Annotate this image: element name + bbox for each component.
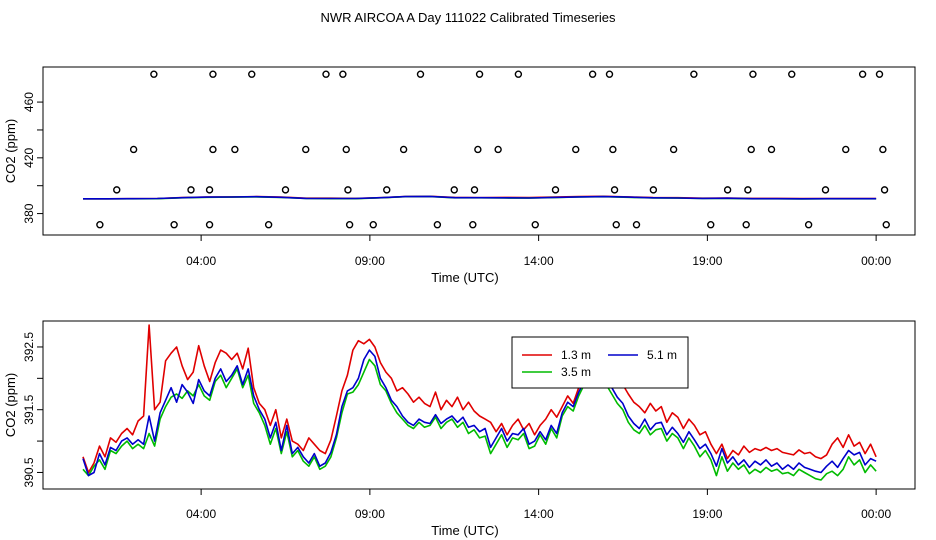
x-tick-label: 09:00: [355, 254, 385, 268]
y-tick-label: 390.5: [22, 457, 36, 487]
scatter-point: [383, 186, 391, 194]
scatter-point: [369, 221, 377, 229]
scatter-point: [187, 186, 195, 194]
scatter-point: [882, 221, 890, 229]
y-tick-label: 392.5: [22, 332, 36, 362]
scatter-point: [858, 70, 867, 78]
scatter-point: [707, 221, 715, 229]
scatter-point: [649, 186, 658, 194]
scatter-point: [588, 70, 597, 78]
figure-title: NWR AIRCOA A Day 111022 Calibrated Times…: [320, 10, 616, 25]
series-line-13m: [82, 324, 877, 474]
scatter-point: [744, 186, 752, 194]
scatter-point: [821, 186, 830, 194]
scatter-point: [339, 70, 347, 78]
x-axis-label: Time (UTC): [431, 523, 498, 538]
scatter-point: [129, 145, 138, 154]
scatter-point: [610, 186, 619, 194]
scatter-point: [281, 186, 290, 194]
y-tick-label: 420: [22, 147, 36, 167]
y-tick-label: 380: [22, 203, 36, 223]
scatter-point: [416, 70, 425, 78]
scatter-point: [875, 70, 884, 78]
legend-box: [511, 336, 689, 389]
plot-frame: [42, 66, 916, 236]
scatter-point: [345, 221, 354, 229]
x-tick-label: 09:00: [355, 507, 385, 521]
scatter-point: [433, 221, 442, 229]
scatter-point: [669, 145, 678, 154]
scatter-point: [170, 221, 178, 229]
legend-label: 3.5 m: [561, 365, 591, 379]
scatter-point: [113, 186, 121, 194]
x-tick-label: 04:00: [186, 254, 216, 268]
x-tick-label: 00:00: [861, 254, 891, 268]
scatter-point: [842, 145, 850, 154]
scatter-point: [723, 186, 732, 194]
scatter-point: [205, 221, 214, 229]
scatter-point: [632, 221, 641, 229]
scatter-point: [470, 186, 479, 194]
y-axis-label: CO2 (ppm): [3, 119, 18, 183]
panel-all-samples: 04:00 09:00 14:00 19:00 00:00 380 420 460 Time (…: [3, 66, 916, 285]
scatter-point: [450, 186, 458, 194]
scatter-point: [209, 145, 217, 154]
scatter-point: [788, 70, 796, 78]
series-line-35m: [82, 358, 877, 481]
scatter-point: [804, 221, 813, 229]
scatter-point: [344, 186, 352, 194]
y-axis-label: CO2 (ppm): [3, 373, 18, 437]
scatter-point: [205, 186, 214, 194]
x-tick-label: 14:00: [524, 254, 554, 268]
legend-label: 1.3 m: [561, 348, 591, 362]
scatter-point: [231, 145, 239, 154]
plot-frame: [42, 320, 916, 490]
scatter-point: [209, 70, 217, 78]
scatter-point: [572, 145, 580, 154]
scatter-point: [880, 186, 889, 194]
scatter-point: [248, 70, 256, 78]
scatter-point: [475, 70, 484, 78]
scatter-point: [150, 70, 158, 78]
scatter-point: [322, 70, 330, 78]
x-tick-label: 19:00: [692, 507, 722, 521]
scatter-point: [96, 221, 104, 229]
scatter-point: [879, 145, 887, 154]
scatter-point: [474, 145, 482, 154]
scatter-point: [264, 221, 273, 229]
scatter-point: [302, 145, 310, 154]
scatter-point: [551, 186, 560, 194]
scatter-point: [605, 70, 614, 78]
scatter-point: [494, 145, 502, 154]
scatter-point: [612, 221, 620, 229]
scatter-point: [609, 145, 617, 154]
x-tick-label: 14:00: [524, 507, 554, 521]
x-axis-label: Time (UTC): [431, 270, 498, 285]
scatter-point: [749, 70, 757, 78]
y-tick-label: 460: [22, 92, 36, 112]
x-tick-label: 04:00: [186, 507, 216, 521]
y-tick-label: 391.5: [22, 394, 36, 424]
scatter-point: [742, 221, 750, 229]
x-tick-label: 00:00: [861, 507, 891, 521]
x-tick-label: 19:00: [692, 254, 722, 268]
legend-label: 5.1 m: [647, 348, 677, 362]
scatter-point: [767, 145, 776, 154]
series-line-51m: [82, 349, 877, 477]
panel-tower-levels: 04:00 09:00 14:00 19:00 00:00 390.5 391.5 392.5…: [3, 320, 916, 538]
scatter-point: [690, 70, 698, 78]
series-line-51m: [83, 195, 877, 200]
scatter-point: [469, 221, 477, 229]
scatter-point: [531, 221, 539, 229]
scatter-point: [747, 145, 755, 154]
scatter-point: [342, 145, 350, 154]
scatter-point: [399, 145, 408, 154]
scatter-point: [514, 70, 523, 78]
